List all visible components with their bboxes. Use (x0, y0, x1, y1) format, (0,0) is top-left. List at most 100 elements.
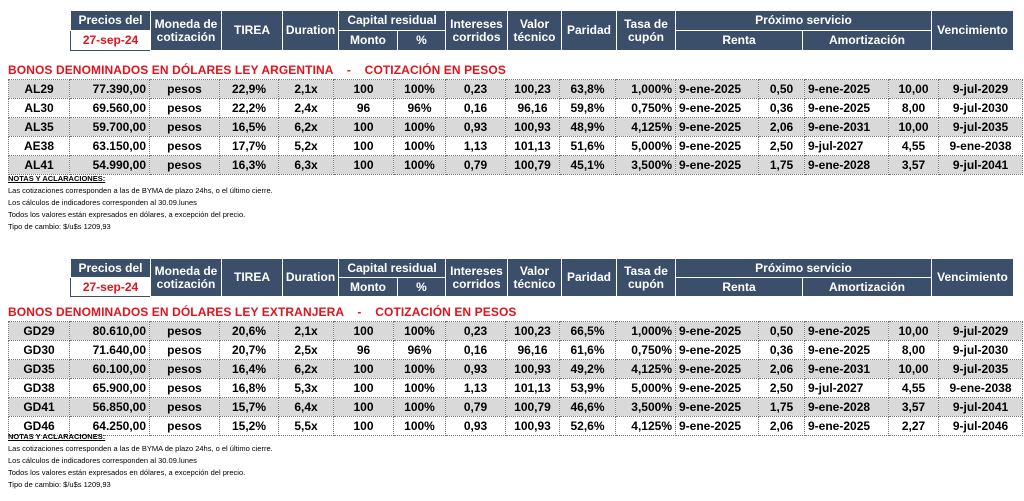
cell-capital-pct: 100% (393, 397, 446, 417)
cell-precio: 56.850,00 (69, 397, 150, 417)
cell-moneda: pesos (149, 397, 220, 417)
cell-tirea: 16,3% (219, 155, 279, 175)
cell-monto: 100 (333, 321, 394, 341)
cell-vencimiento: 9-jul-2030 (938, 98, 1023, 118)
cell-intereses: 0,23 (445, 79, 506, 99)
cell-tasa-cupon: 3,500% (615, 155, 676, 175)
cell-monto: 96 (333, 98, 394, 118)
cell-capital-pct: 100% (393, 136, 446, 156)
cell-duration: 2,1x (278, 321, 334, 341)
cell-moneda: pesos (149, 117, 220, 137)
cell-ticker: GD30 (8, 340, 70, 360)
cell-ticker: AL35 (8, 117, 70, 137)
notes-line: Las cotizaciones corresponden a las de B… (8, 444, 273, 453)
notes-line: Todos los valores están expresados en dó… (8, 468, 246, 477)
cell-renta-valor: 2,06 (758, 416, 805, 436)
cell-vencimiento: 9-ene-2038 (938, 378, 1023, 398)
notes-line: Todos los valores están expresados en dó… (8, 210, 246, 219)
cell-amortizacion-fecha: 9-ene-2028 (804, 397, 889, 417)
cell-tirea: 22,9% (219, 79, 279, 99)
table-row: GD38 65.900,00 pesos 16,8% 5,3x 100 100% 1,13 10… (8, 378, 1023, 398)
cell-ticker: GD46 (8, 416, 70, 436)
header-intereses: Intereses corridos (445, 258, 508, 297)
cell-ticker: GD41 (8, 397, 70, 417)
cell-valor-tecnico: 100,79 (505, 155, 560, 175)
cell-renta-valor: 1,75 (758, 397, 805, 417)
cell-paridad: 48,9% (559, 117, 616, 137)
cell-intereses: 0,79 (445, 155, 506, 175)
cell-paridad: 63,8% (559, 79, 616, 99)
cell-renta-valor: 0,36 (758, 98, 805, 118)
cell-amortizacion-fecha: 9-jul-2027 (804, 136, 889, 156)
cell-valor-tecnico: 101,13 (505, 378, 560, 398)
cell-precio: 54.990,00 (69, 155, 150, 175)
cell-renta-fecha: 9-ene-2025 (675, 397, 759, 417)
table-row: AL35 59.700,00 pesos 16,5% 6,2x 100 100% 0,93 10… (8, 117, 1023, 137)
cell-duration: 2,4x (278, 98, 334, 118)
notes-line: Tipo de cambio: $/u$s 1209,93 (8, 222, 111, 231)
header-pct: % (397, 277, 446, 297)
cell-renta-fecha: 9-ene-2025 (675, 378, 759, 398)
cell-paridad: 46,6% (559, 397, 616, 417)
cell-moneda: pesos (149, 378, 220, 398)
header-paridad: Paridad (561, 10, 617, 51)
cell-monto: 100 (333, 79, 394, 99)
section-title: BONOS DENOMINADOS EN DÓLARES LEY EXTRANJ… (8, 305, 517, 319)
cell-intereses: 0,93 (445, 416, 506, 436)
cell-renta-fecha: 9-ene-2025 (675, 117, 759, 137)
cell-valor-tecnico: 100,93 (505, 117, 560, 137)
cell-monto: 100 (333, 378, 394, 398)
cell-renta-fecha: 9-ene-2025 (675, 79, 759, 99)
cell-valor-tecnico: 96,16 (505, 340, 560, 360)
header-moneda: Moneda de cotización (150, 10, 222, 51)
cell-ticker: GD35 (8, 359, 70, 379)
cell-renta-fecha: 9-ene-2025 (675, 340, 759, 360)
cell-tirea: 17,7% (219, 136, 279, 156)
cell-tirea: 16,4% (219, 359, 279, 379)
cell-amortizacion-fecha: 9-jul-2027 (804, 378, 889, 398)
header-monto: Monto (338, 277, 398, 297)
cell-capital-pct: 100% (393, 79, 446, 99)
cell-duration: 5,5x (278, 416, 334, 436)
cell-vencimiento: 9-jul-2046 (938, 416, 1023, 436)
header-capital-residual: Capital residual (338, 10, 446, 31)
cell-paridad: 61,6% (559, 340, 616, 360)
cell-tasa-cupon: 0,750% (615, 98, 676, 118)
cell-duration: 2,5x (278, 340, 334, 360)
cell-monto: 100 (333, 155, 394, 175)
bond-table: GD29 80.610,00 pesos 20,6% 2,1x 100 100% 0,23 10… (8, 321, 1023, 436)
cell-vencimiento: 9-jul-2029 (938, 321, 1023, 341)
cell-renta-valor: 2,06 (758, 359, 805, 379)
cell-duration: 5,2x (278, 136, 334, 156)
cell-tasa-cupon: 5,000% (615, 136, 676, 156)
cell-valor-tecnico: 100,79 (505, 397, 560, 417)
cell-precio: 63.150,00 (69, 136, 150, 156)
section-title: BONOS DENOMINADOS EN DÓLARES LEY ARGENTI… (8, 63, 506, 77)
cell-amortizacion-fecha: 9-ene-2025 (804, 321, 889, 341)
header-intereses: Intereses corridos (445, 10, 508, 51)
cell-valor-tecnico: 96,16 (505, 98, 560, 118)
cell-renta-valor: 0,50 (758, 321, 805, 341)
cell-monto: 100 (333, 416, 394, 436)
cell-precio: 80.610,00 (69, 321, 150, 341)
cell-precio: 60.100,00 (69, 359, 150, 379)
cell-tirea: 22,2% (219, 98, 279, 118)
cell-moneda: pesos (149, 98, 220, 118)
cell-renta-valor: 0,36 (758, 340, 805, 360)
header-duration: Duration (282, 10, 339, 51)
cell-capital-pct: 100% (393, 359, 446, 379)
cell-moneda: pesos (149, 340, 220, 360)
cell-duration: 6,2x (278, 359, 334, 379)
cell-paridad: 52,6% (559, 416, 616, 436)
cell-valor-tecnico: 100,93 (505, 416, 560, 436)
cell-vencimiento: 9-ene-2038 (938, 136, 1023, 156)
cell-tirea: 16,8% (219, 378, 279, 398)
notes: NOTAS Y ACLARACIONES: Las cotizaciones co… (8, 431, 273, 491)
cell-capital-pct: 100% (393, 117, 446, 137)
header-renta: Renta (675, 30, 803, 51)
cell-renta-fecha: 9-ene-2025 (675, 416, 759, 436)
header-proximo-servicio: Próximo servicio (675, 258, 932, 278)
header-moneda: Moneda de cotización (150, 258, 222, 297)
cell-amortizacion-fecha: 9-ene-2025 (804, 98, 889, 118)
header-amortizacion: Amortización (802, 277, 932, 297)
